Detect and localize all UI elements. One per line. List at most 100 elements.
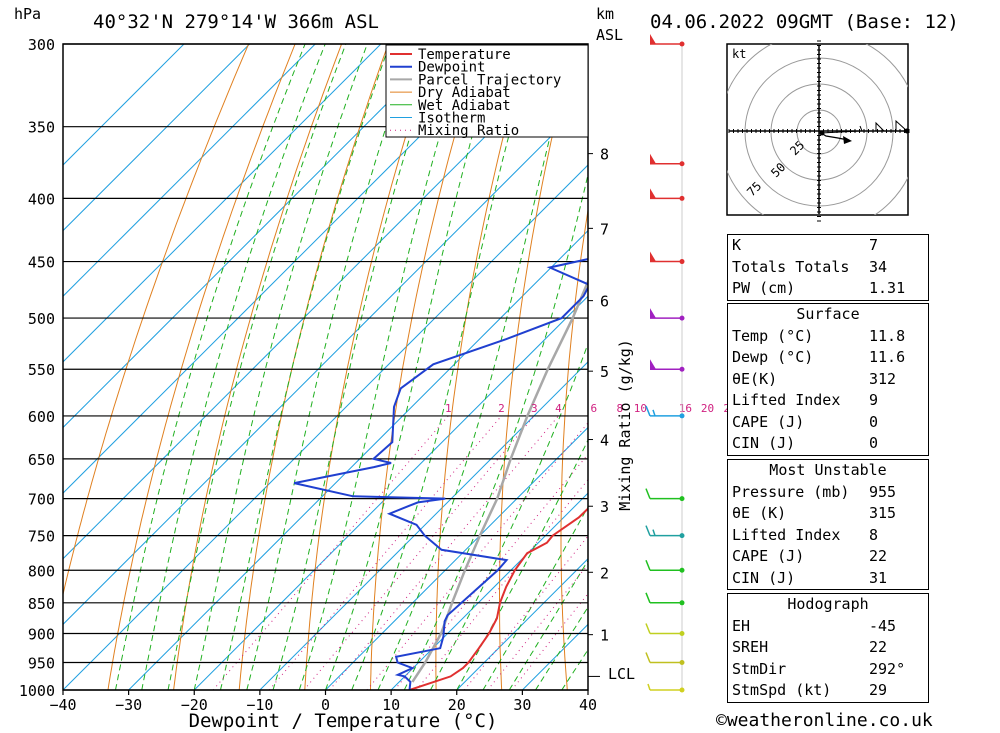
stmdir-value: 292°: [869, 659, 906, 678]
pressure-tick-label: 300: [28, 36, 55, 54]
surface-table: Surface Temp (°C) 11.8 Dewp (°C) 11.6 θE(K…: [727, 303, 929, 456]
legend-label: Isotherm: [418, 111, 485, 127]
mu-pressure-value: 955: [869, 482, 897, 501]
wet-adiabat-line: [351, 44, 535, 690]
tt-value: 34: [869, 257, 888, 276]
x-tick-label: 10: [382, 696, 400, 714]
dry-adiabat-line: [992, 44, 1000, 690]
pressure-tick-label: 900: [28, 625, 55, 643]
pressure-tick-label: 800: [28, 562, 55, 580]
km-tick-label: 1: [600, 627, 609, 645]
isotherm-line: [456, 558, 588, 690]
copyright: ©weatheronline.co.uk: [716, 710, 933, 731]
dry-adiabat-line: [560, 207, 588, 690]
legend-label: Temperature: [418, 47, 511, 63]
wet-adiabat-line: [430, 342, 588, 690]
isotherm-line: [259, 361, 588, 690]
x-tick-label: −40: [49, 696, 76, 714]
wet-adiabat-line: [220, 44, 391, 690]
surface-cin-value: 0: [869, 434, 879, 452]
surface-temp-value: 11.8: [869, 326, 906, 345]
isotherm-line: [325, 426, 588, 690]
x-tick-label: 0: [321, 696, 330, 714]
dry-adiabat-line: [943, 44, 1000, 690]
mu-cape-label: CAPE (J): [732, 547, 805, 565]
isotherm-line: [63, 44, 316, 297]
pressure-tick-label: 650: [28, 451, 55, 469]
mixing-ratio-tick-label: 16: [679, 402, 692, 415]
pressure-tick-label: 550: [28, 361, 55, 379]
wind-barbs: [645, 34, 685, 693]
hodograph: kt 25 50 75: [726, 40, 910, 222]
hodo-title: Hodograph: [787, 595, 869, 613]
mixing-ratio-tick-label: 20: [701, 402, 714, 415]
mixing-ratio-line: [329, 415, 559, 690]
legend-label: Mixing Ratio: [418, 123, 519, 139]
wet-adiabat-line: [193, 44, 368, 690]
wind-barb-pennant: [650, 34, 656, 44]
wet-adiabat-line: [272, 44, 440, 690]
wet-adiabat-line: [298, 44, 468, 690]
legend-label: Dry Adiabat: [418, 85, 511, 101]
mu-pressure-label: Pressure (mb): [732, 482, 850, 501]
sreh-label: SREH: [732, 638, 769, 656]
isotherm-line: [63, 164, 588, 690]
isotherm-line: [63, 98, 588, 626]
wind-barb-half-flag: [647, 683, 651, 691]
mixing-ratio-line: [487, 563, 588, 690]
axes-text: 1234681016202530035040045050055060065070…: [19, 36, 737, 714]
hpa-unit: hPa: [14, 5, 41, 23]
wet-adiabat-line: [377, 44, 575, 690]
wind-barb-flag: [645, 652, 651, 663]
surface-thetae-label: θE(K): [732, 369, 778, 388]
mu-thetae-value: 315: [869, 504, 897, 522]
stmspd-value: 29: [869, 681, 888, 699]
pressure-tick-label: 350: [28, 119, 55, 137]
isotherm-line: [63, 44, 579, 560]
x-axis-label: Dewpoint / Temperature (°C): [189, 710, 498, 732]
wind-barb-flag: [645, 488, 651, 499]
wet-adiabat-line: [141, 44, 326, 690]
k-value: 7: [869, 236, 879, 254]
pressure-tick-label: 500: [28, 310, 55, 328]
indices-table: K 7 Totals Totals 34 PW (cm) 1.31: [727, 234, 929, 301]
isotherm-line: [63, 44, 185, 166]
pressure-tick-label: 600: [28, 408, 55, 426]
mu-cin-value: 31: [869, 568, 888, 587]
k-label: K: [732, 236, 742, 254]
parcel-trajectory-line: [411, 278, 588, 683]
wind-barb-pennant: [650, 359, 656, 370]
isotherm-line: [390, 492, 588, 690]
datetime-title: 04.06.2022 09GMT (Base: 12): [650, 11, 959, 33]
wind-barb-flag: [645, 559, 651, 571]
wind-barb-half-flag: [652, 409, 656, 417]
surface-cape-label: CAPE (J): [732, 412, 805, 431]
surface-cape-value: 0: [869, 412, 879, 431]
legend-label: Wet Adiabat: [418, 98, 511, 114]
surface-cin-label: CIN (J): [732, 434, 796, 452]
location-title: 40°32'N 279°14'W 366m ASL: [93, 11, 379, 33]
km-tick-label: 7: [600, 220, 609, 238]
wind-barb-pennant: [650, 251, 656, 262]
mixing-ratio-tick-label: 6: [590, 402, 597, 415]
temperature-line: [409, 507, 588, 690]
mu-title: Most Unstable: [769, 461, 887, 479]
km-tick-label: 5: [600, 363, 609, 381]
surface-dewp-label: Dewp (°C): [732, 348, 814, 366]
eh-label: EH: [732, 616, 751, 635]
mixing-ratio-tick-label: 2: [498, 402, 505, 415]
dry-adiabat-line: [435, 44, 529, 690]
x-tick-label: −30: [115, 696, 142, 714]
isotherm-line: [63, 44, 513, 494]
pressure-tick-label: 700: [28, 491, 55, 509]
wet-adiabat-line: [167, 44, 347, 690]
wet-adiabat-line: [456, 438, 588, 690]
wet-adiabat-line: [246, 44, 415, 690]
mixing-ratio-tick-label: 3: [531, 402, 538, 415]
legend-label: Dewpoint: [418, 60, 485, 76]
dry-adiabat-line: [370, 44, 482, 690]
mixing-ratio-line: [366, 422, 588, 690]
pressure-tick-label: 400: [28, 190, 55, 208]
wind-barb-flag: [645, 405, 651, 417]
surface-li-label: Lifted Index: [732, 391, 841, 409]
